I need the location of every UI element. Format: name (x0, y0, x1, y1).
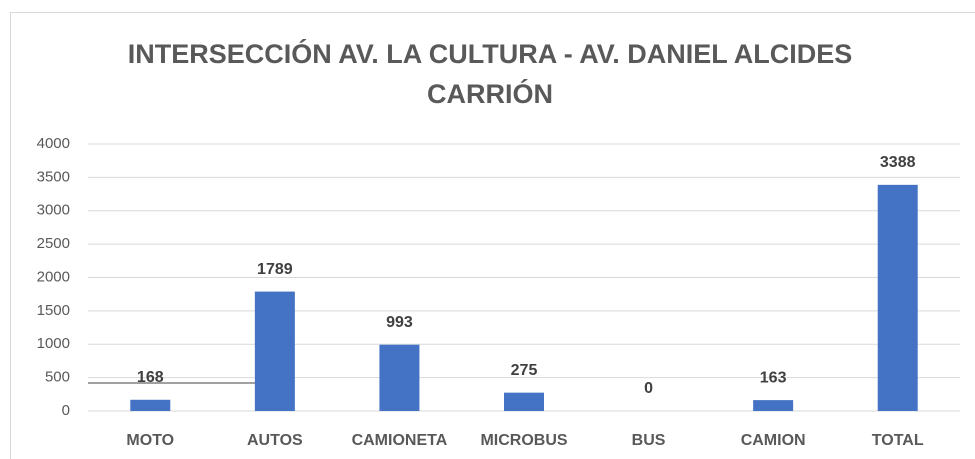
data-label: 163 (760, 369, 787, 386)
data-label: 275 (511, 362, 538, 379)
data-label: 0 (644, 380, 653, 397)
y-tick-label: 500 (45, 369, 70, 386)
chart-title: INTERSECCIÓN AV. LA CULTURA - AV. DANIEL… (127, 39, 853, 109)
bar (877, 184, 918, 411)
bar (504, 392, 544, 411)
data-label: 1789 (257, 261, 293, 278)
y-tick-label: 2000 (37, 268, 70, 285)
x-tick-label: MOTO (126, 432, 174, 449)
x-tick-label: CAMION (741, 432, 806, 449)
y-tick-label: 4000 (37, 135, 70, 152)
chart-border (10, 12, 975, 459)
x-tick-label: MICROBUS (480, 432, 567, 449)
y-tick-label: 1000 (37, 335, 70, 352)
y-tick-label: 3000 (37, 202, 70, 219)
x-tick-label: TOTAL (872, 432, 924, 449)
data-label: 993 (386, 314, 413, 331)
bar (254, 291, 295, 411)
y-tick-label: 1500 (37, 302, 70, 319)
data-label: 3388 (880, 154, 916, 171)
x-tick-label: CAMIONETA (352, 432, 448, 449)
bar (379, 344, 420, 411)
y-tick-label: 3500 (37, 168, 70, 185)
bar (753, 400, 794, 411)
data-label: 168 (137, 369, 164, 386)
y-tick-label: 0 (62, 402, 70, 419)
y-tick-label: 2500 (37, 235, 70, 252)
x-tick-label: AUTOS (247, 432, 303, 449)
x-tick-label: BUS (632, 432, 666, 449)
bar (130, 399, 171, 411)
